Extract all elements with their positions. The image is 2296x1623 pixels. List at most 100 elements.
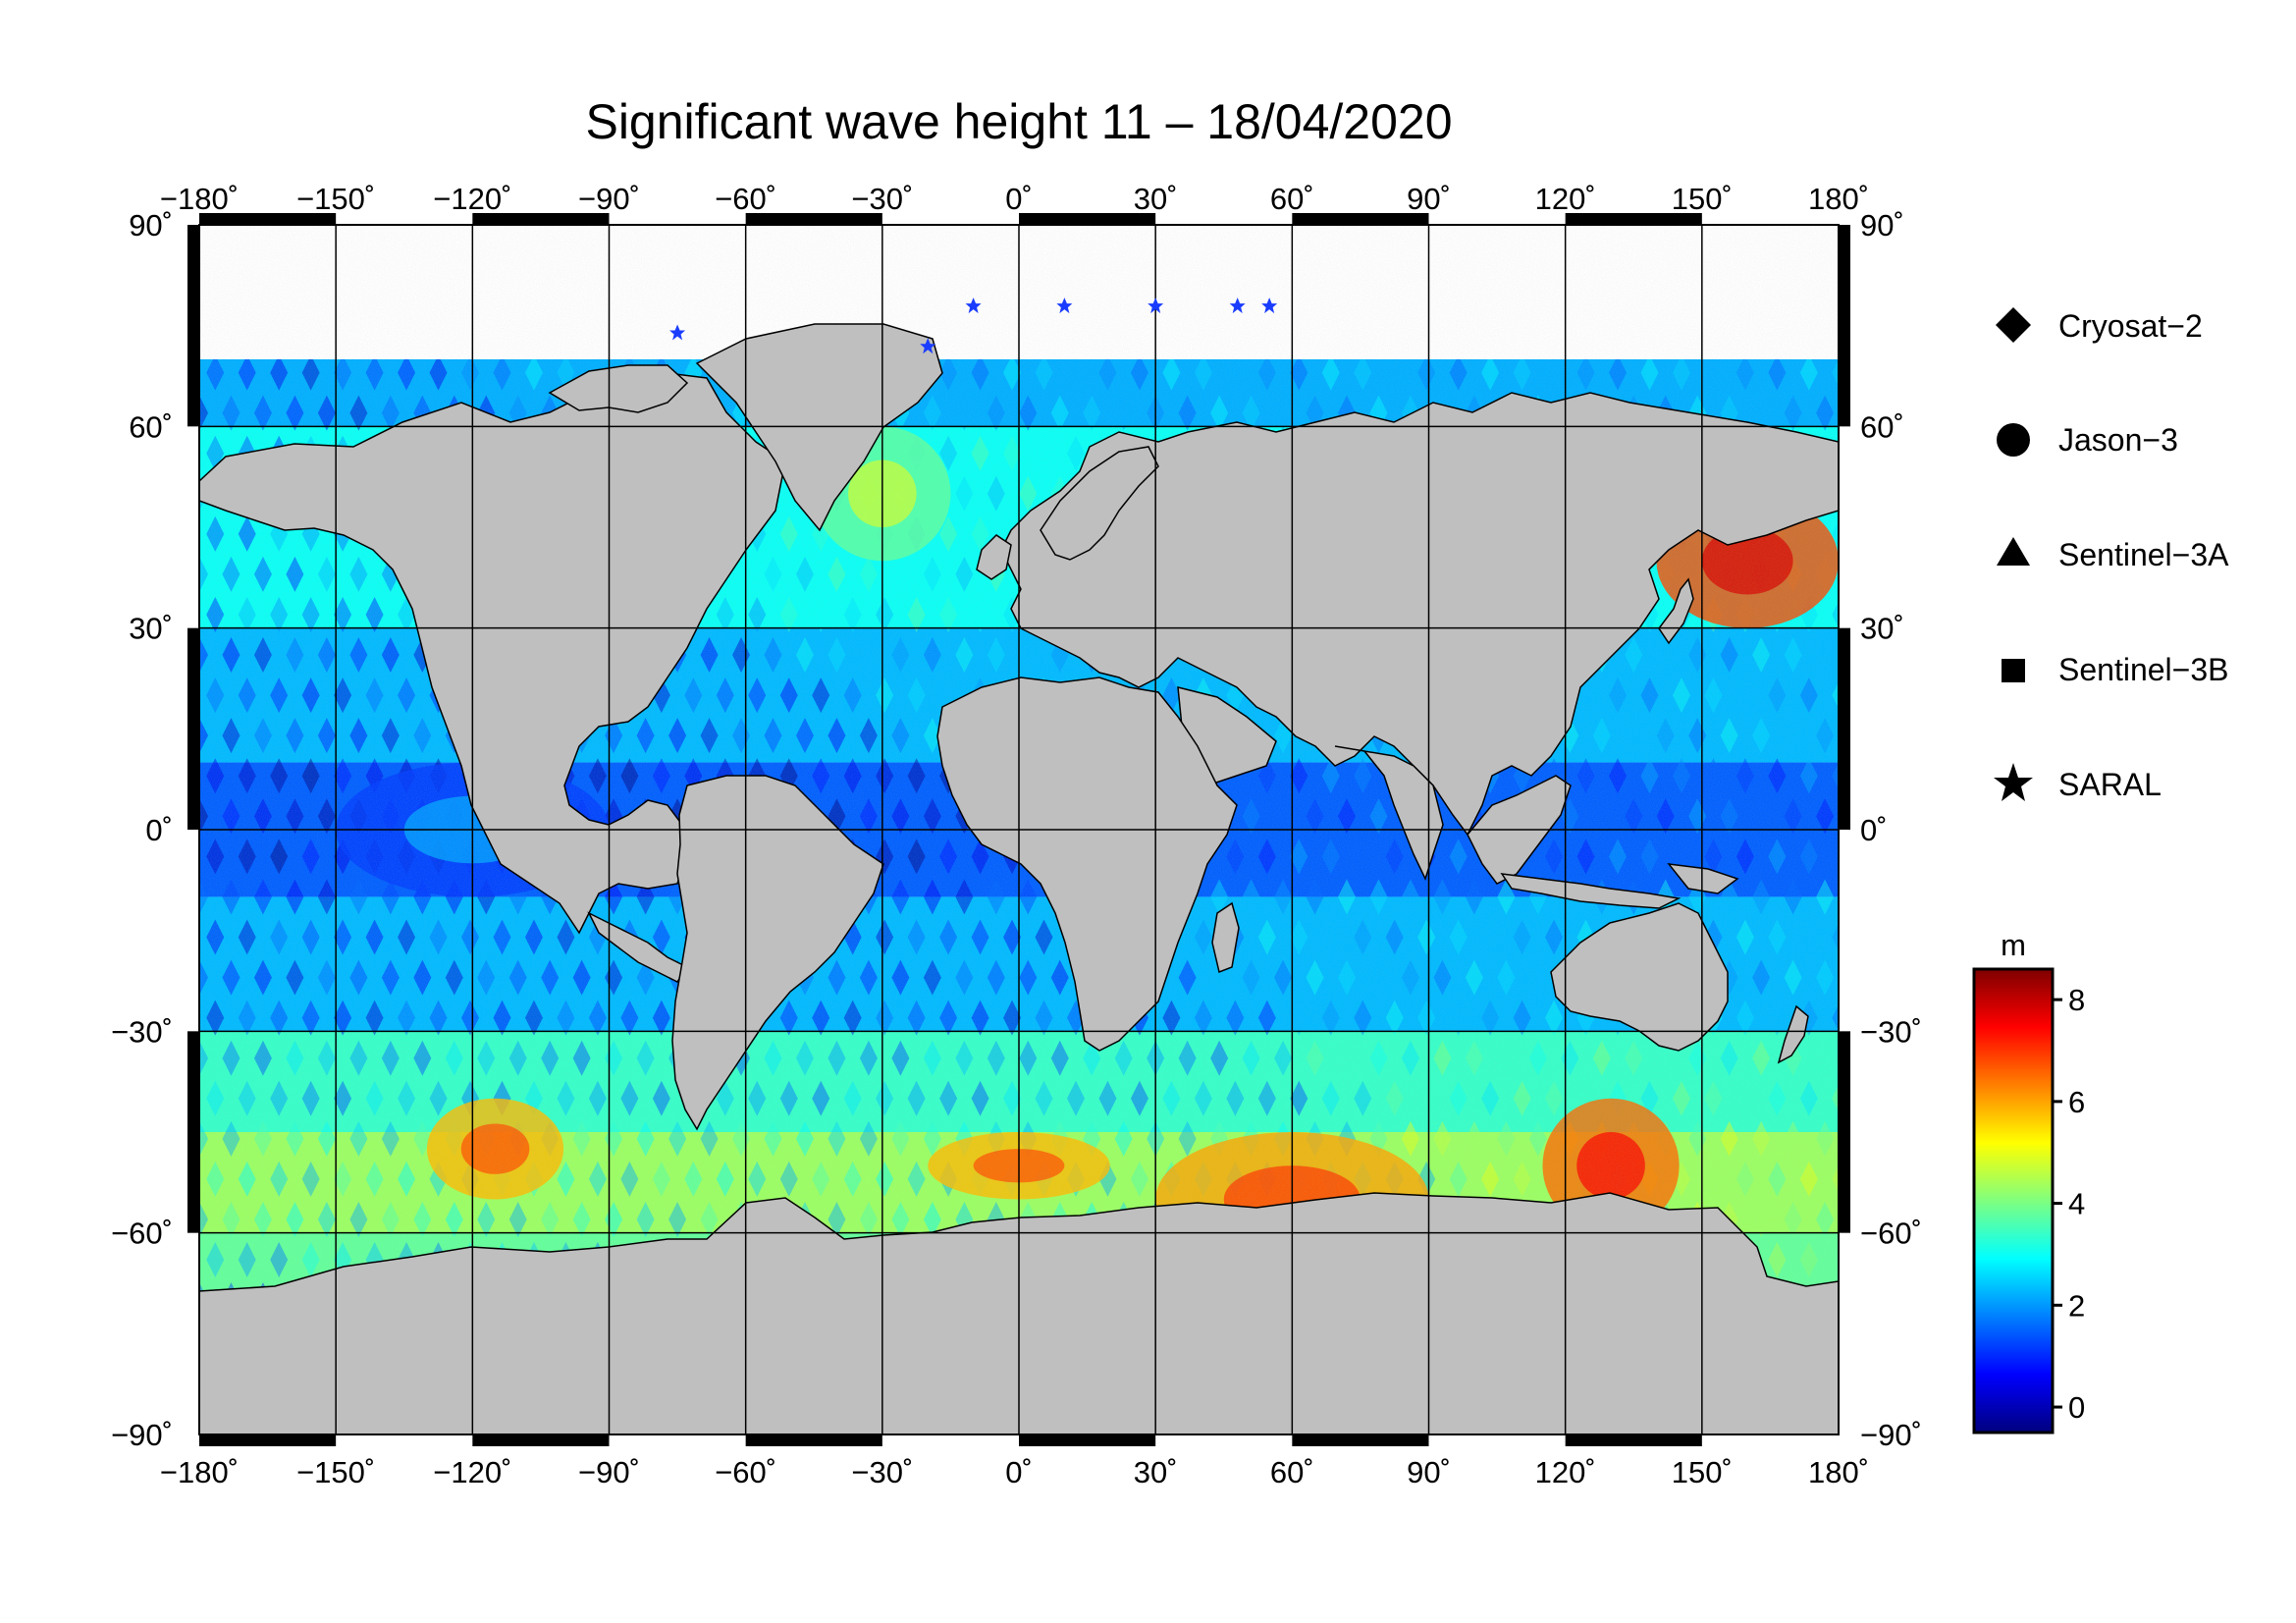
colorbar-tick-label: 4 [2068, 1187, 2085, 1221]
lon-tick-label-bottom: 150˚ [1672, 1455, 1733, 1489]
frame-bar-bottom [745, 1434, 882, 1446]
frame-bar-bottom [1292, 1434, 1429, 1446]
graticule [199, 225, 1839, 1434]
frame-bar-top [199, 213, 337, 225]
frame-bar-left [187, 627, 199, 830]
lon-tick-label-bottom: −30˚ [851, 1455, 913, 1489]
saral-marker [1056, 298, 1073, 314]
colorbar-gradient [1972, 967, 2055, 1434]
legend-item-sentinel-3b: Sentinel−3B [2002, 652, 2228, 687]
map-panel [199, 225, 1839, 1434]
lon-tick-label-bottom: −150˚ [296, 1455, 375, 1489]
lon-tick-label-bottom: 180˚ [1808, 1455, 1869, 1489]
europe-asia [1000, 392, 1839, 837]
lon-tick-label-top: −60˚ [715, 182, 776, 216]
saral-marker [1148, 298, 1164, 314]
lat-tick-label-left: 30˚ [129, 612, 173, 646]
lat-tick-label-right: −30˚ [1860, 1014, 1922, 1049]
figure-title: Significant wave height 11 – 18/04/2020 [585, 94, 1452, 149]
new-zealand [1777, 1004, 1809, 1064]
madagascar [1211, 901, 1240, 974]
lon-tick-label-bottom: −120˚ [433, 1455, 511, 1489]
lon-tick-label-bottom: 30˚ [1134, 1455, 1178, 1489]
lat-tick-label-left: 0˚ [145, 813, 173, 847]
frame-bar-top [1019, 213, 1156, 225]
lat-tick-label-left: 90˚ [129, 208, 173, 243]
lon-tick-label-top: −30˚ [851, 182, 913, 216]
colorbar-tick-label: 0 [2068, 1390, 2085, 1425]
australia [1550, 902, 1729, 1052]
lat-tick-label-left: −90˚ [111, 1418, 173, 1452]
lon-tick-label-top: 0˚ [1005, 182, 1033, 216]
colorbar-tick-label: 8 [2068, 983, 2085, 1017]
lat-tick-label-right: 0˚ [1860, 813, 1888, 847]
legend-label-sentinel-3a: Sentinel−3A [2058, 537, 2229, 572]
frame-checker-border [187, 213, 1850, 1446]
colorbar-tick-label: 2 [2068, 1288, 2085, 1323]
legend-item-jason: Jason−3 [1997, 422, 2178, 458]
japan [1658, 577, 1694, 645]
colorbar-unit: m [2001, 928, 2026, 962]
lon-tick-label-top: 180˚ [1808, 182, 1869, 216]
frame-bar-bottom [472, 1434, 610, 1446]
star-icon [1994, 763, 2033, 801]
lon-tick-label-top: −120˚ [433, 182, 511, 216]
saral-marker [669, 324, 686, 341]
triangle-icon [1997, 537, 2030, 566]
lon-tick-label-bottom: 90˚ [1407, 1455, 1451, 1489]
lon-tick-label-top: 90˚ [1407, 182, 1451, 216]
lon-tick-label-top: −90˚ [578, 182, 640, 216]
frame-bar-bottom [1019, 1434, 1156, 1446]
saral-marker [1261, 298, 1278, 314]
satellite-track-markers [669, 298, 1278, 354]
frame-bar-top [1292, 213, 1429, 225]
frame-bar-top [745, 213, 882, 225]
indonesia [1500, 873, 1682, 909]
frame-bar-right [1839, 225, 1850, 427]
saral-marker [920, 338, 936, 354]
legend-label-jason: Jason−3 [2058, 422, 2178, 458]
colorbar-ticks: 0 2 4 6 8 [2053, 983, 2085, 1425]
lon-tick-label-top: −150˚ [296, 182, 375, 216]
british-isles [976, 534, 1012, 580]
lon-tick-label-top: 150˚ [1672, 182, 1733, 216]
axis-tick-labels: −180˚ −180˚ −150˚ −150˚ −120˚ −120˚ −90˚ −90˚ −6… [111, 182, 1922, 1489]
lat-tick-label-left: −60˚ [111, 1217, 173, 1251]
lat-tick-label-right: −60˚ [1860, 1217, 1922, 1251]
frame-bar-left [187, 1031, 199, 1233]
square-icon [2002, 659, 2025, 682]
legend-item-cryosat: Cryosat−2 [1996, 307, 2203, 344]
lat-tick-label-right: −90˚ [1860, 1418, 1922, 1452]
lat-tick-label-right: 60˚ [1860, 409, 1904, 444]
lon-tick-label-top: −180˚ [160, 182, 239, 216]
frame-bar-bottom [199, 1434, 337, 1446]
frame-bar-bottom [1565, 1434, 1702, 1446]
africa [936, 676, 1238, 1052]
saral-marker [965, 298, 982, 314]
lat-tick-label-right: 30˚ [1860, 612, 1904, 646]
saral-marker [1229, 298, 1246, 314]
frame-bar-top [472, 213, 610, 225]
frame-bar-right [1839, 1031, 1850, 1233]
satellite-legend: Cryosat−2 Jason−3 Sentinel−3A Sentinel−3… [1994, 307, 2229, 802]
frame-bar-right [1839, 627, 1850, 830]
lon-tick-label-top: 30˚ [1134, 182, 1178, 216]
legend-item-saral: SARAL [1994, 763, 2162, 802]
lon-tick-label-bottom: −180˚ [160, 1455, 239, 1489]
lon-tick-label-top: 60˚ [1270, 182, 1314, 216]
colorbar-tick-label: 6 [2068, 1085, 2085, 1119]
indian-subcontinent [1334, 745, 1444, 882]
scandinavia [1040, 446, 1159, 561]
lon-tick-label-bottom: 60˚ [1270, 1455, 1314, 1489]
lat-tick-label-left: −30˚ [111, 1014, 173, 1049]
lon-tick-label-top: 120˚ [1535, 182, 1596, 216]
legend-label-saral: SARAL [2058, 767, 2162, 802]
colorbar: m 0 2 4 6 8 [1972, 928, 2085, 1434]
lat-tick-label-right: 90˚ [1860, 208, 1904, 243]
diamond-icon [1996, 307, 2031, 343]
circle-icon [1997, 423, 2030, 457]
lon-tick-label-bottom: 120˚ [1535, 1455, 1596, 1489]
legend-label-cryosat: Cryosat−2 [2058, 308, 2203, 344]
legend-item-sentinel-3a: Sentinel−3A [1997, 537, 2229, 572]
